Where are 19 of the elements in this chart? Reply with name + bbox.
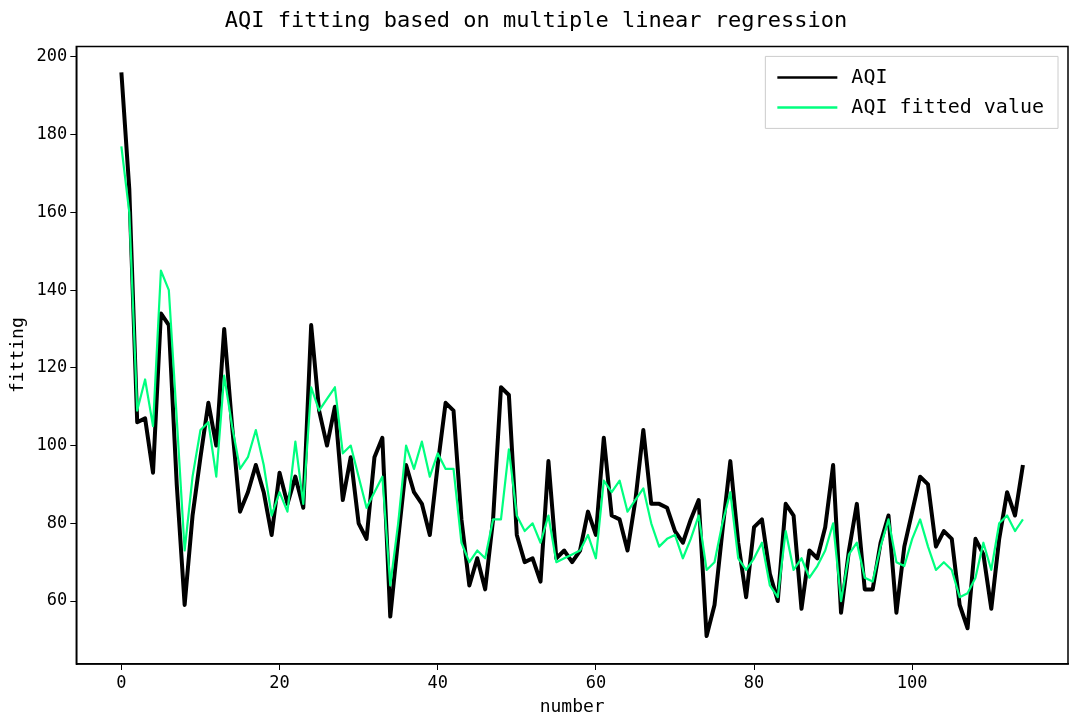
- legend-label: AQI fitted value: [851, 93, 1044, 118]
- x-tick-label: 0: [116, 671, 127, 692]
- y-tick-label: 120: [36, 356, 68, 377]
- y-tick-label: 140: [36, 278, 68, 299]
- y-tick-label: 100: [36, 433, 68, 454]
- y-tick-label: 180: [36, 123, 68, 144]
- legend-label: AQI: [851, 63, 888, 88]
- y-tick-label: 160: [36, 200, 68, 221]
- x-tick-label: 100: [896, 671, 928, 692]
- x-axis-title: number: [539, 694, 605, 716]
- y-tick-label: 80: [46, 511, 68, 532]
- x-tick-label: 20: [269, 671, 290, 692]
- y-tick-label: 200: [36, 45, 68, 66]
- x-tick-label: 80: [743, 671, 765, 692]
- x-tick-label: 40: [427, 671, 448, 692]
- y-tick-label: 60: [46, 589, 68, 610]
- chart-title: AQI fitting based on multiple linear regression: [224, 6, 848, 32]
- x-tick-label: 60: [585, 671, 607, 692]
- y-axis-title: fitting: [6, 317, 28, 394]
